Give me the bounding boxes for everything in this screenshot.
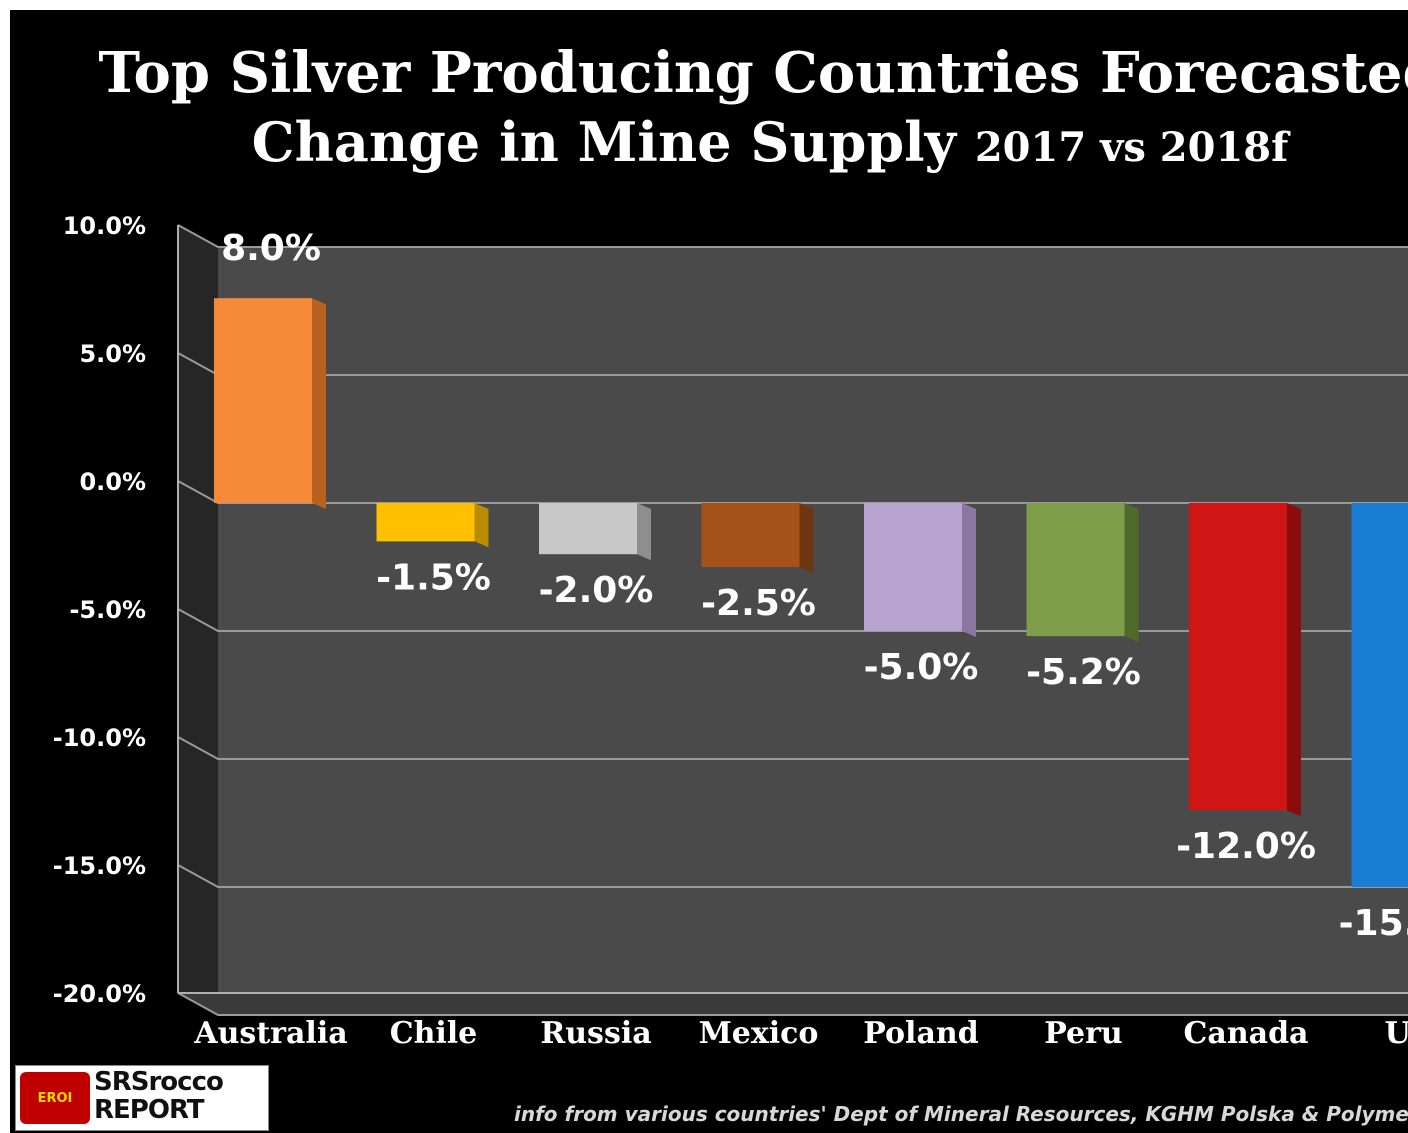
y-tick-label: 0.0% [79,468,146,496]
data-label: 8.0% [221,228,321,269]
srsrocco-logo: EROI SRSrocco REPORT [15,1065,269,1131]
data-label: -15.0% [1339,903,1408,944]
bar-side [1124,503,1139,643]
x-tick-label: Mexico [699,1016,819,1051]
bar-chart: 10.0% 5.0% 0.0% -5.0% -10.0% -15.0% -20.0% 8.0%… [53,212,1408,1051]
x-tick-label: US [1385,1016,1408,1051]
gridline [177,992,1408,1016]
bar-side [637,503,651,561]
bar [1351,503,1408,887]
plot-floor [178,993,1408,1015]
data-label: -5.0% [864,647,979,688]
logo-text: SRSrocco REPORT [94,1067,224,1125]
chart-subtitle: Change in Mine Supply 2017 vs 2018f [10,110,1408,174]
eroi-badge-icon: EROI [20,1072,90,1124]
x-tick-label: Poland [863,1016,978,1051]
x-tick-label: Chile [390,1016,478,1051]
x-tick-label: Russia [540,1016,651,1051]
data-label: -12.0% [1176,826,1316,867]
y-tick-label: -10.0% [53,724,146,752]
bar-side [799,503,814,573]
chart-subtitle-years: 2017 vs 2018f [974,124,1289,171]
chart-subtitle-main: Change in Mine Supply [251,110,957,174]
gridline [177,736,1408,760]
y-tick-label: -20.0% [53,980,146,1008]
bar-side [474,503,489,548]
chart-frame: Top Silver Producing Countries Forecaste… [10,10,1408,1133]
x-tick-label: Peru [1044,1016,1122,1051]
gridline [177,608,1408,632]
gridline [177,224,1408,248]
bar [864,503,962,631]
x-tick-label: Australia [193,1016,347,1051]
bar-side [1287,503,1301,817]
y-tick-label: -5.0% [69,596,146,624]
x-tick-label: Canada [1184,1016,1309,1051]
bar [539,503,637,555]
bar [1189,503,1287,811]
source-note: info from various countries' Dept of Min… [514,1102,1408,1126]
logo-line1: SRSrocco [94,1067,224,1097]
bar-side [312,298,326,509]
data-label: -2.5% [701,583,816,624]
chart-title: Top Silver Producing Countries Forecaste… [98,40,1408,106]
y-tick-label: 5.0% [79,340,146,368]
y-tick-label: -15.0% [53,852,146,880]
gridline [177,864,1408,888]
y-tick-label: 10.0% [63,212,146,240]
data-label: -2.0% [539,570,654,611]
bar [376,503,475,542]
bar [701,503,800,567]
bar [1026,503,1125,637]
data-label: -5.2% [1026,652,1141,693]
logo-line2: REPORT [94,1095,205,1125]
bar [214,298,312,503]
bar-side [962,503,976,637]
data-label: -1.5% [376,557,491,598]
